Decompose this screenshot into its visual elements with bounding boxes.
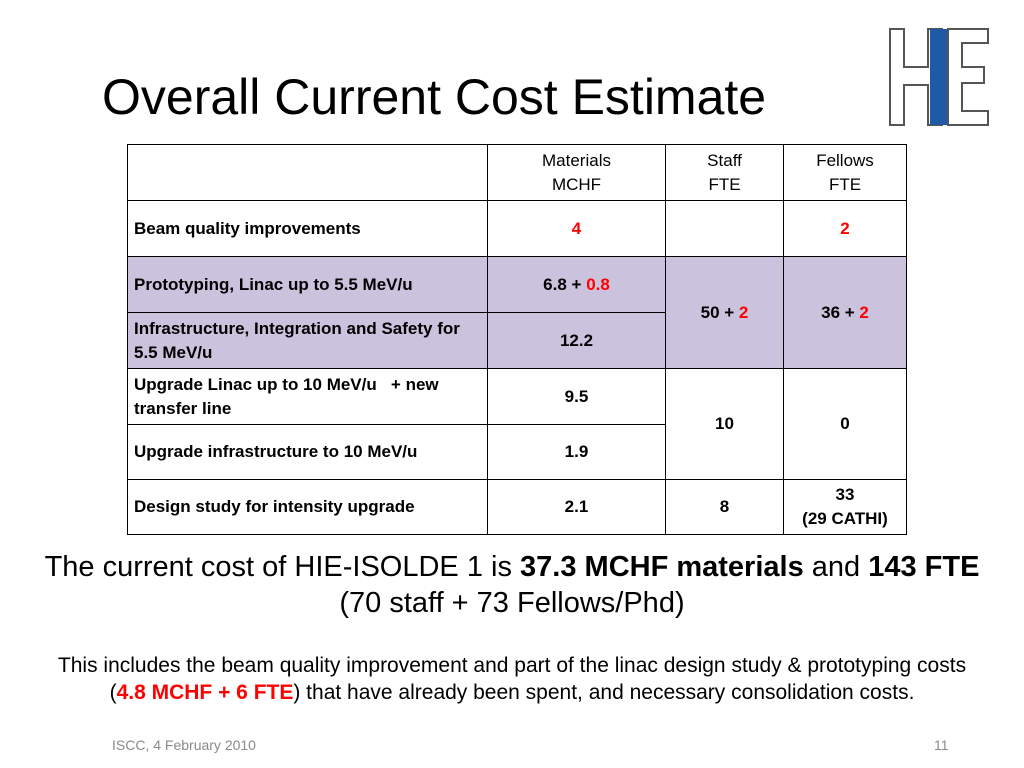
cost-summary: The current cost of HIE-ISOLDE 1 is 37.3…	[44, 551, 980, 619]
fellows-cell: 2	[783, 200, 907, 257]
materials-cell: 2.1	[487, 479, 666, 535]
table-row: Upgrade infrastructure to 10 MeV/u 1.9	[127, 424, 907, 480]
slide-title: Overall Current Cost Estimate	[102, 69, 767, 125]
fellows-cell: 33 (29 CATHI)	[783, 479, 907, 535]
table-row: Prototyping, Linac up to 5.5 MeV/u 6.8 +…	[127, 256, 907, 369]
table-row: Beam quality improvements 4 2	[127, 200, 907, 257]
page-number: 11	[934, 737, 949, 753]
row-label: Upgrade infrastructure to 10 MeV/u	[127, 424, 488, 480]
row-label: Infrastructure, Integration and Safety f…	[127, 312, 488, 369]
cost-note: This includes the beam quality improveme…	[57, 654, 967, 704]
header-fellows: Fellows FTE	[783, 144, 907, 201]
table-row: Upgrade Linac up to 10 MeV/u + new trans…	[127, 368, 907, 480]
table-row: Design study for intensity upgrade 2.1 8…	[127, 479, 907, 535]
materials-cell: 9.5	[487, 368, 666, 425]
hie-logo	[888, 27, 992, 132]
footer-date: ISCC, 4 February 2010	[112, 737, 256, 753]
fellows-cell: 36 + 2	[783, 256, 907, 369]
materials-cell: 12.2	[487, 312, 666, 369]
table-row: Infrastructure, Integration and Safety f…	[127, 312, 907, 369]
row-label: Beam quality improvements	[127, 200, 488, 257]
header-staff: Staff FTE	[665, 144, 784, 201]
materials-cell: 4	[487, 200, 666, 257]
header-empty-cell	[127, 144, 488, 201]
staff-cell: 8	[665, 479, 784, 535]
row-label: Upgrade Linac up to 10 MeV/u + new trans…	[127, 368, 488, 425]
materials-cell: 6.8 + 0.8	[487, 256, 666, 313]
staff-cell	[665, 200, 784, 257]
staff-cell: 10	[665, 368, 784, 480]
fellows-cell: 0	[783, 368, 907, 480]
cost-table: Materials MCHF Staff FTE Fellows FTE Beam q…	[127, 144, 907, 535]
row-label: Prototyping, Linac up to 5.5 MeV/u	[127, 256, 488, 313]
header-materials: Materials MCHF	[487, 144, 666, 201]
materials-cell: 1.9	[487, 424, 666, 480]
row-label: Design study for intensity upgrade	[127, 479, 488, 535]
staff-cell: 50 + 2	[665, 256, 784, 369]
table-header-row: Materials MCHF Staff FTE Fellows FTE	[127, 144, 907, 201]
